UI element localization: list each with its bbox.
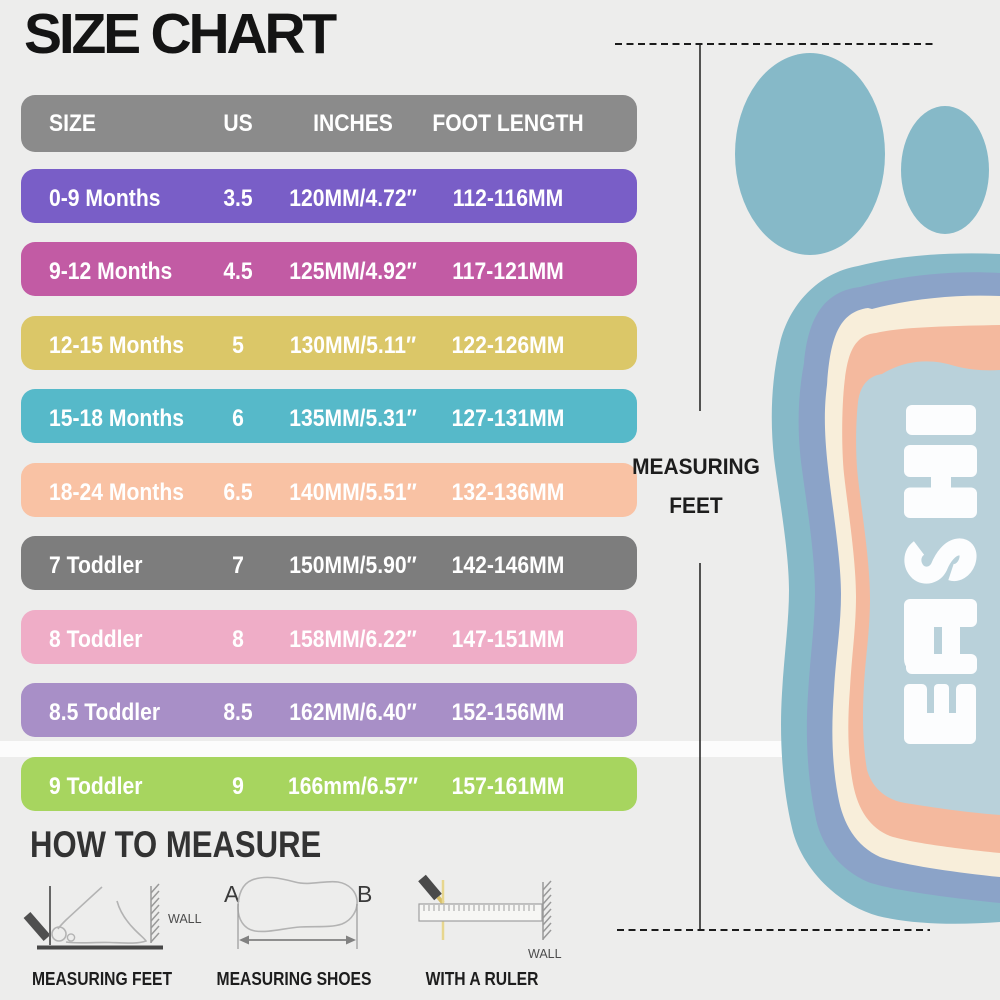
svg-text:A: A xyxy=(224,881,240,907)
svg-text:B: B xyxy=(357,881,372,907)
